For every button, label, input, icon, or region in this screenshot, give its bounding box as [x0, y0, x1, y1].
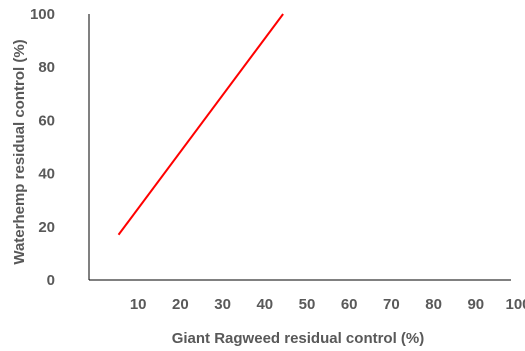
y-tick-labels: 0 20 40 60 80 100: [30, 6, 55, 289]
x-tick-labels: 10 20 30 40 50 60 70 80 90 100: [130, 296, 525, 313]
x-tick-label: 20: [172, 296, 189, 313]
y-tick-label: 40: [38, 166, 55, 183]
x-tick-label: 80: [425, 296, 442, 313]
x-tick-label: 100: [505, 296, 525, 313]
y-tick-label: 0: [47, 272, 55, 289]
series-group: [117, 13, 284, 236]
y-tick-label: 60: [38, 112, 55, 129]
y-axis-title: Waterhemp residual control (%): [11, 39, 28, 264]
y-tick-label: 80: [38, 59, 55, 76]
x-axis-title: Giant Ragweed residual control (%): [172, 330, 425, 347]
x-tick-label: 60: [341, 296, 358, 313]
x-tick-label: 30: [214, 296, 231, 313]
x-tick-label: 70: [383, 296, 400, 313]
x-tick-label: 90: [467, 296, 484, 313]
y-tick-label: 100: [30, 6, 55, 23]
x-tick-label: 50: [299, 296, 316, 313]
x-tick-label: 10: [130, 296, 147, 313]
y-tick-label: 20: [38, 219, 55, 236]
x-tick-label: 40: [256, 296, 273, 313]
series-line: [117, 13, 284, 236]
